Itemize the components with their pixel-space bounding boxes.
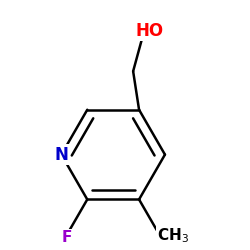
Text: CH$_3$: CH$_3$: [157, 227, 189, 246]
Text: F: F: [61, 230, 72, 245]
Text: HO: HO: [135, 22, 164, 40]
Text: N: N: [54, 146, 68, 164]
